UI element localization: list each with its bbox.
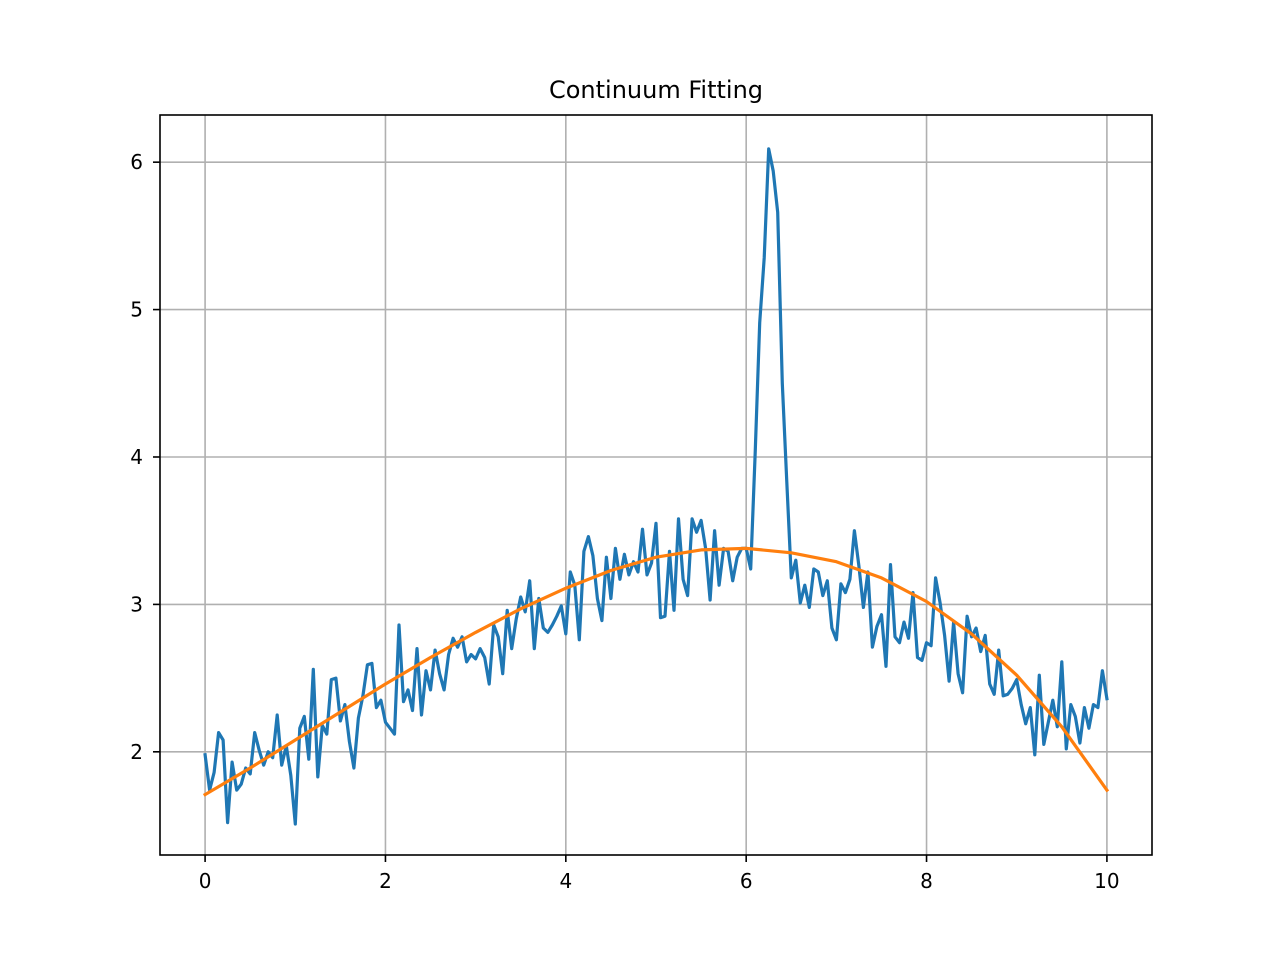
series-line-continuum-fit	[202, 546, 1110, 797]
tick-layer: 0 2 4 6 8 10 2 3 4 5 6	[130, 150, 1119, 893]
y-tick-label: 5	[130, 298, 143, 322]
y-tick-label: 2	[130, 740, 143, 764]
x-tick-label: 0	[199, 869, 212, 893]
x-tick-label: 4	[559, 869, 572, 893]
plot-frame	[159, 114, 1153, 856]
y-tick-label: 3	[130, 592, 143, 616]
x-tick-label: 10	[1094, 869, 1119, 893]
x-tick-label: 2	[379, 869, 392, 893]
series-line-spectrum	[203, 147, 1109, 826]
x-tick-label: 6	[740, 869, 753, 893]
y-tick-label: 6	[130, 150, 143, 174]
x-tick-label: 8	[920, 869, 933, 893]
grid-layer	[160, 115, 1152, 855]
chart-title: Continuum Fitting	[549, 76, 763, 104]
y-tick-label: 4	[130, 445, 143, 469]
series-layer	[202, 147, 1110, 826]
